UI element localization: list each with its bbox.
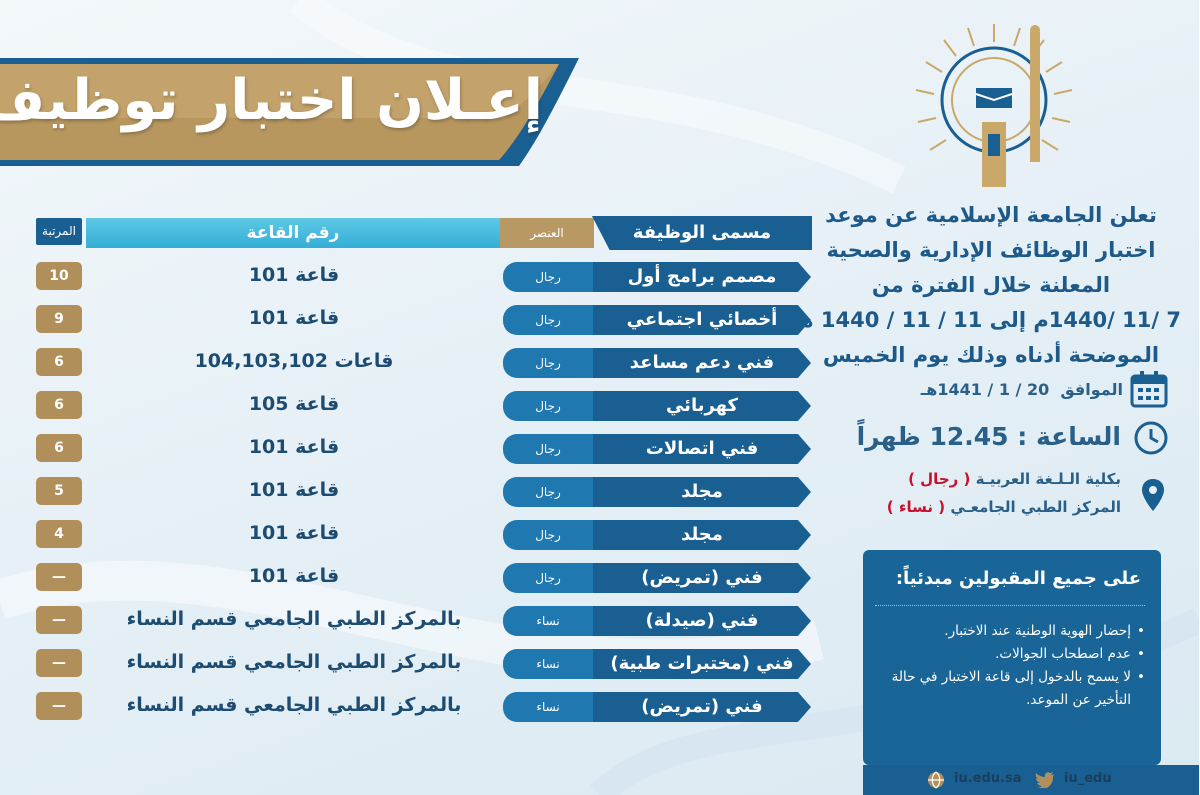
date-value: 20 / 1 / 1441هـ	[921, 380, 1051, 399]
room-cell: بالمركز الطبي الجامعي قسم النساء	[127, 608, 463, 630]
university-logo	[916, 24, 1074, 187]
job-title-cell: فني (تمريض)	[594, 563, 812, 593]
table-row: 10 قاعة 101 رجال مصمم برامج أول	[0, 258, 830, 292]
room-cell: قاعات 104,103,102	[195, 350, 395, 372]
job-title-cell: أخصائي اجتماعي	[594, 305, 812, 335]
table-row: 5 قاعة 101 رجال مجلد	[0, 473, 830, 507]
job-title-cell: فني (صيدلة)	[594, 606, 812, 636]
table-row: 4 قاعة 101 رجال مجلد	[0, 516, 830, 550]
element-cell: رجال	[504, 563, 594, 593]
location-gender: ( رجال )	[909, 470, 972, 488]
date-label: الموافق	[1061, 380, 1124, 399]
notes-title: على جميع المقبولين مبدئياً:	[896, 568, 1142, 589]
notes-item: إحضار الهوية الوطنية عند الاختبار.	[876, 620, 1146, 643]
element-cell: نساء	[504, 649, 594, 679]
element-cell: رجال	[504, 477, 594, 507]
table-row: — بالمركز الطبي الجامعي قسم النساء نساء فني…	[0, 688, 830, 722]
rank-cell: —	[37, 563, 83, 591]
table-row: 6 قاعة 105 رجال كهربائي	[0, 387, 830, 421]
globe-icon	[929, 771, 945, 789]
rank-cell: 6	[37, 348, 83, 376]
job-title-cell: فني دعم مساعد	[594, 348, 812, 378]
location-place: بكلية الـلـغة العربيـة	[976, 470, 1122, 488]
table-row: — قاعة 101 رجال فني (تمريض)	[0, 559, 830, 593]
notes-item: لا يسمح بالدخول إلى قاعة الاختبار في حال…	[876, 666, 1146, 712]
room-cell: قاعة 101	[249, 436, 341, 458]
location-place: المركز الطبي الجامعـي	[951, 498, 1122, 516]
notes-divider	[876, 605, 1146, 606]
location-pin-icon	[1143, 479, 1165, 511]
rank-cell: 4	[37, 520, 83, 548]
intro-line: اختبار الوظائف الإدارية والصحية	[827, 238, 1157, 262]
rank-cell: 6	[37, 434, 83, 462]
job-title-cell: فني (تمريض)	[594, 692, 812, 722]
rank-cell: —	[37, 649, 83, 677]
element-cell: رجال	[504, 434, 594, 464]
notes-box: على جميع المقبولين مبدئياً: إحضار الهوية…	[864, 550, 1162, 765]
header-job-title: مسمى الوظيفة	[593, 216, 813, 250]
exam-date: الموافق 20 / 1 / 1441هـ	[922, 380, 1124, 399]
element-cell: رجال	[504, 391, 594, 421]
location-gender: ( نساء )	[887, 498, 947, 516]
job-title-cell: فني اتصالات	[594, 434, 812, 464]
rank-cell: —	[37, 606, 83, 634]
room-cell: قاعة 101	[249, 479, 341, 501]
twitter-icon	[1036, 772, 1055, 788]
intro-line: تعلن الجامعة الإسلامية عن موعد	[826, 203, 1158, 227]
element-cell: نساء	[504, 606, 594, 636]
room-cell: بالمركز الطبي الجامعي قسم النساء	[127, 651, 463, 673]
announcement-text: تعلن الجامعة الإسلامية عن موعد اختبار ال…	[793, 198, 1182, 373]
intro-line: 7 /11 /1440م إلى 11 / 11 / 1440 هـ	[793, 308, 1182, 332]
job-title-cell: كهربائي	[594, 391, 812, 421]
header-room: رقم القاعة	[87, 218, 501, 248]
element-cell: رجال	[504, 520, 594, 550]
room-cell: قاعة 101	[249, 565, 341, 587]
twitter-handle[interactable]: iu_edu	[1065, 771, 1113, 786]
element-cell: نساء	[504, 692, 594, 722]
room-cell: قاعة 101	[249, 264, 341, 286]
intro-line: الموضحة أدناه وذلك يوم الخميس	[823, 343, 1161, 367]
table-row: — بالمركز الطبي الجامعي قسم النساء نساء فني…	[0, 645, 830, 679]
room-cell: قاعة 101	[249, 522, 341, 544]
notes-list: إحضار الهوية الوطنية عند الاختبار. عدم ا…	[876, 620, 1146, 712]
title-banner: إعـلان اختبار توظيف	[0, 58, 610, 166]
rank-cell: 5	[37, 477, 83, 505]
footer-bar	[864, 765, 1200, 795]
room-cell: قاعة 101	[249, 307, 341, 329]
website-link[interactable]: iu.edu.sa	[955, 771, 1023, 786]
job-title-cell: فني (مختبرات طبية)	[594, 649, 812, 679]
page-title: إعـلان اختبار توظيف	[0, 68, 544, 133]
job-title-cell: مجلد	[594, 520, 812, 550]
room-cell: بالمركز الطبي الجامعي قسم النساء	[127, 694, 463, 716]
intro-line: المعلنة خلال الفترة من	[872, 273, 1112, 297]
clock-icon	[1135, 421, 1169, 455]
job-title-cell: مصمم برامج أول	[594, 262, 812, 292]
notes-item: عدم اصطحاب الجوالات.	[876, 643, 1146, 666]
location-women: المركز الطبي الجامعـي ( نساء )	[888, 498, 1122, 516]
rank-cell: 9	[37, 305, 83, 333]
table-row: 6 قاعات 104,103,102 رجال فني دعم مساعد	[0, 344, 830, 378]
header-element: العنصر	[501, 218, 595, 248]
element-cell: رجال	[504, 262, 594, 292]
element-cell: رجال	[504, 305, 594, 335]
table-row: 6 قاعة 101 رجال فني اتصالات	[0, 430, 830, 464]
job-title-cell: مجلد	[594, 477, 812, 507]
calendar-icon	[1131, 371, 1169, 408]
rank-cell: —	[37, 692, 83, 720]
header-rank: المرتبة	[37, 218, 83, 245]
room-cell: قاعة 105	[249, 393, 341, 415]
location-men: بكلية الـلـغة العربيـة ( رجال )	[909, 470, 1122, 488]
exam-time: الساعة : 12.45 ظهراً	[857, 422, 1122, 451]
table-row: — بالمركز الطبي الجامعي قسم النساء نساء فني…	[0, 602, 830, 636]
rank-cell: 6	[37, 391, 83, 419]
table-row: 9 قاعة 101 رجال أخصائي اجتماعي	[0, 301, 830, 335]
rank-cell: 10	[37, 262, 83, 290]
element-cell: رجال	[504, 348, 594, 378]
